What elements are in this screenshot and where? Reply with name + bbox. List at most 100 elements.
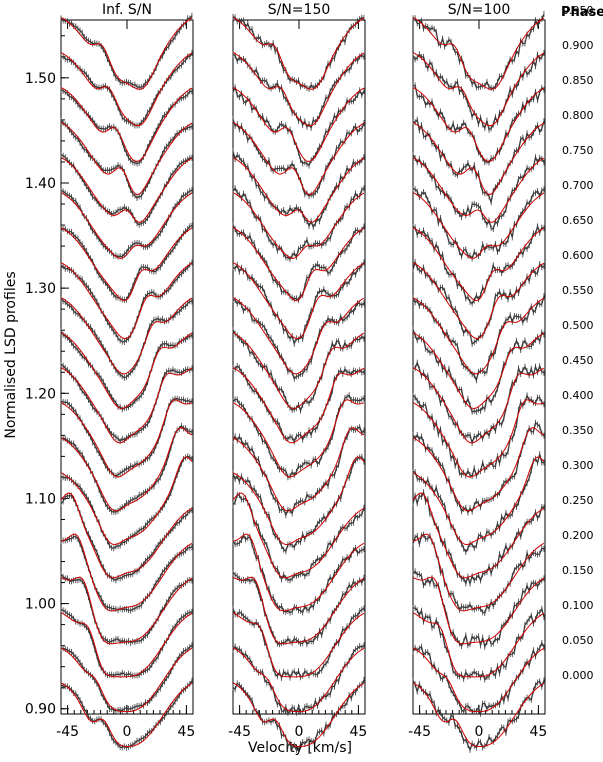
panel-title: S/N=100: [448, 2, 511, 18]
model-profile: [60, 492, 193, 579]
y-tick-label: 1.50: [25, 71, 56, 87]
observed-profile: [232, 186, 365, 261]
observed-profile: [60, 680, 193, 749]
y-axis-label: Normalised LSD profiles: [3, 271, 19, 438]
observed-profile: [60, 52, 193, 127]
observed-profile: [232, 224, 365, 302]
model-profile: [412, 17, 545, 90]
observed-profile: [232, 262, 365, 346]
phase-label: 0.150: [562, 564, 594, 577]
observed-profile: [232, 118, 365, 198]
observed-profile: [60, 495, 193, 582]
observed-profile: [60, 424, 193, 513]
model-profile: [232, 262, 365, 340]
panel-sn-100: S/N=100 -45 0 45: [408, 2, 547, 753]
phase-label: 0.350: [562, 424, 594, 437]
observed-profile: [60, 644, 193, 712]
model-profile: [232, 192, 365, 259]
phase-labels: 0.000 0.050 0.100 0.150 0.200 0.250 0.300 0.350…: [562, 4, 594, 682]
model-profile: [232, 576, 365, 645]
model-profile: [60, 399, 193, 478]
x-tick-label: 45: [349, 724, 367, 740]
model-profile: [412, 399, 545, 478]
x-tick-label: -45: [56, 724, 79, 740]
phase-label: 0.400: [562, 389, 594, 402]
observed-profile: [232, 85, 365, 167]
model-profile: [60, 332, 193, 410]
model-profile: [412, 262, 545, 340]
model-profile: [60, 682, 193, 748]
model-profile: [232, 227, 365, 302]
observed-profile: [412, 296, 545, 383]
observed-profile: [60, 608, 193, 677]
x-tick-label: 45: [529, 724, 547, 740]
observed-profile: [412, 570, 545, 649]
model-profile: [412, 682, 545, 748]
observed-profile: [60, 88, 193, 165]
observed-profile: [60, 262, 193, 343]
x-tick-label: 0: [295, 724, 304, 740]
phase-label: 0.450: [562, 354, 594, 367]
model-profile: [232, 492, 365, 579]
model-profile: [232, 427, 365, 512]
y-tick-label: 1.10: [25, 491, 56, 507]
phase-label: 0.950: [562, 4, 594, 17]
observed-profile: [412, 329, 545, 413]
model-profile: [60, 157, 193, 223]
model-profile: [232, 682, 365, 748]
model-profile: [60, 52, 193, 127]
phase-label: 0.600: [562, 249, 594, 262]
model-profile: [412, 492, 545, 579]
model-profile: [412, 533, 545, 612]
phase-label: 0.900: [562, 39, 594, 52]
phase-label: 0.300: [562, 459, 594, 472]
model-profile: [232, 533, 365, 612]
model-profile: [232, 52, 365, 127]
model-profile: [60, 122, 193, 196]
y-tick-label: 0.90: [25, 702, 56, 718]
model-profile: [232, 367, 365, 444]
model-profile: [60, 533, 193, 612]
model-profile: [60, 297, 193, 375]
model-profile: [60, 192, 193, 259]
observed-profile: [412, 606, 545, 681]
panel-title: S/N=150: [268, 2, 331, 18]
y-tick-label: 1.30: [25, 281, 56, 297]
model-profile: [232, 17, 365, 90]
model-profile: [412, 612, 545, 678]
observed-profile: [232, 494, 365, 582]
model-profile: [232, 157, 365, 223]
observed-profile: [232, 54, 365, 130]
model-profile: [60, 612, 193, 678]
observed-profile: [232, 365, 365, 444]
x-tick-label: -45: [408, 724, 431, 740]
model-profile: [60, 647, 193, 713]
model-profile: [412, 87, 545, 163]
phase-label: 0.200: [562, 529, 594, 542]
y-tick-label: 1.40: [25, 176, 56, 192]
model-profile: [412, 157, 545, 223]
model-profile: [60, 262, 193, 340]
observed-profile: [412, 224, 545, 305]
model-profile: [412, 647, 545, 713]
x-tick-label: -45: [228, 724, 251, 740]
panel-title: Inf. S/N: [102, 2, 152, 18]
model-profile: [232, 332, 365, 410]
observed-profile: [412, 118, 545, 205]
model-profile: [232, 612, 365, 678]
observed-profile: [412, 187, 545, 261]
model-profile: [412, 297, 545, 375]
phase-label: 0.550: [562, 284, 594, 297]
y-tick-label: 1.20: [25, 386, 56, 402]
x-tick-label: 0: [475, 724, 484, 740]
model-profile: [412, 576, 545, 645]
observed-profile: [60, 330, 193, 411]
model-profile: [412, 367, 545, 444]
model-profile: [412, 227, 545, 302]
phase-header: Phase: [561, 5, 603, 20]
observed-profile: [60, 225, 193, 301]
observed-profile: [60, 119, 193, 199]
model-profile: [232, 122, 365, 196]
phase-label: 0.100: [562, 599, 594, 612]
